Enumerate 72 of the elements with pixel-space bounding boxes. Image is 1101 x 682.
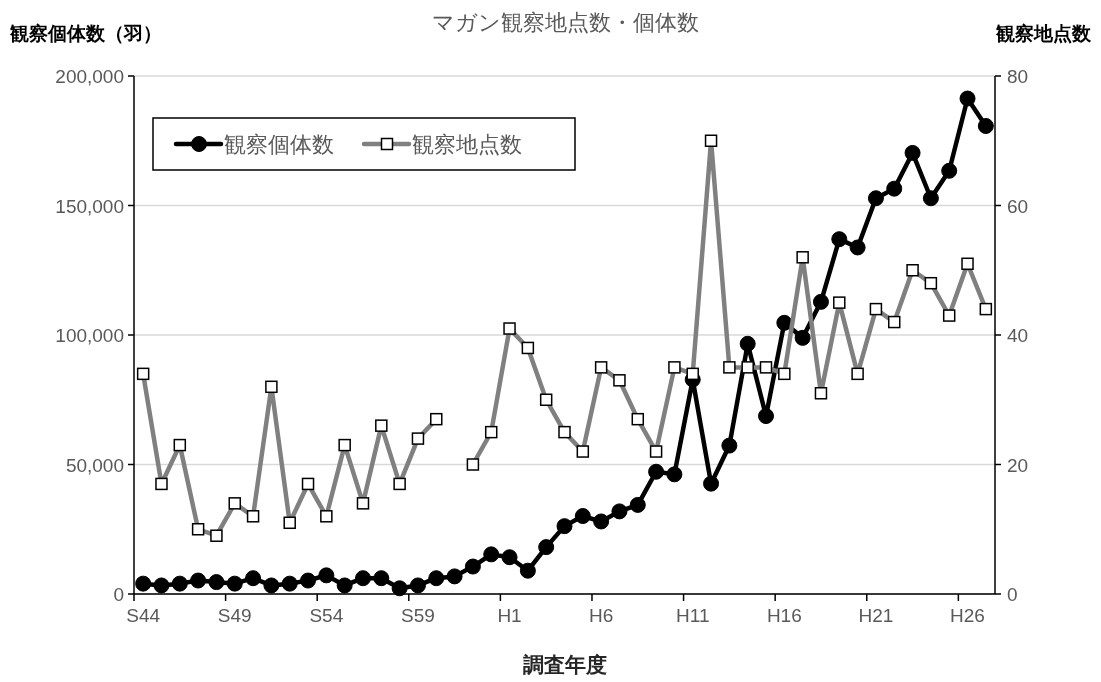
point bbox=[281, 575, 298, 592]
point bbox=[428, 570, 445, 587]
x-tick-label: S44 bbox=[126, 605, 161, 626]
x-tick-label: S54 bbox=[309, 605, 344, 626]
point bbox=[556, 518, 573, 535]
point bbox=[391, 580, 408, 597]
point bbox=[593, 513, 610, 530]
point bbox=[483, 546, 500, 563]
x-tick-label: S59 bbox=[401, 605, 435, 626]
point bbox=[794, 329, 811, 346]
legend-label: 観察地点数 bbox=[412, 132, 522, 157]
point bbox=[171, 575, 188, 592]
point bbox=[538, 539, 555, 556]
point bbox=[812, 293, 829, 310]
y2-tick-label: 0 bbox=[1007, 584, 1018, 605]
point bbox=[409, 577, 426, 594]
x-tick-label: H11 bbox=[676, 605, 710, 626]
point bbox=[922, 190, 939, 207]
y-tick-label: 150,000 bbox=[55, 195, 124, 217]
y2-axis-title: 観察地点数 bbox=[995, 23, 1092, 44]
point bbox=[977, 117, 994, 134]
x-tick-label: H21 bbox=[858, 605, 894, 626]
y-tick-label: 0 bbox=[113, 584, 124, 605]
point bbox=[611, 503, 628, 520]
y2-tick-label: 20 bbox=[1007, 454, 1029, 476]
y-tick-label: 50,000 bbox=[65, 454, 124, 476]
point bbox=[739, 335, 756, 352]
point bbox=[666, 466, 683, 483]
y-tick-label: 100,000 bbox=[55, 325, 124, 346]
y2-tick-label: 40 bbox=[1007, 325, 1029, 346]
point bbox=[904, 144, 921, 161]
y-axis-title: 観察個体数（羽） bbox=[9, 23, 162, 44]
x-axis-title: 調査年度 bbox=[522, 653, 607, 676]
point bbox=[867, 190, 884, 207]
point bbox=[263, 577, 280, 594]
point bbox=[373, 570, 390, 587]
point bbox=[574, 508, 591, 525]
point bbox=[153, 577, 170, 594]
point bbox=[354, 570, 371, 587]
x-tick-label: S49 bbox=[217, 605, 252, 626]
point bbox=[941, 162, 958, 179]
point bbox=[300, 572, 317, 589]
point bbox=[245, 570, 262, 587]
x-tick-label: H16 bbox=[766, 605, 802, 626]
point bbox=[721, 437, 738, 454]
point bbox=[336, 577, 353, 594]
point bbox=[135, 575, 152, 592]
legend-label: 観察個体数 bbox=[224, 132, 334, 157]
y2-tick-label: 80 bbox=[1007, 66, 1029, 87]
point bbox=[648, 463, 665, 480]
point bbox=[446, 568, 463, 585]
point bbox=[758, 408, 775, 425]
point bbox=[849, 239, 866, 256]
point bbox=[208, 574, 225, 591]
point bbox=[226, 575, 243, 592]
x-tick-label: H1 bbox=[497, 605, 522, 626]
y-tick-label: 200,000 bbox=[55, 66, 124, 87]
point bbox=[190, 572, 207, 589]
x-tick-label: H26 bbox=[950, 605, 985, 626]
point bbox=[318, 567, 335, 584]
point bbox=[776, 314, 793, 331]
point bbox=[519, 562, 536, 579]
x-tick-label: H6 bbox=[588, 605, 614, 626]
chart-title: マガン観察地点数・個体数 bbox=[431, 10, 699, 35]
y2-tick-label: 60 bbox=[1007, 195, 1029, 217]
point bbox=[703, 475, 720, 492]
point bbox=[501, 549, 518, 566]
point bbox=[831, 231, 848, 248]
point bbox=[464, 558, 481, 575]
point bbox=[886, 180, 903, 197]
point bbox=[629, 496, 646, 513]
point bbox=[959, 90, 976, 107]
